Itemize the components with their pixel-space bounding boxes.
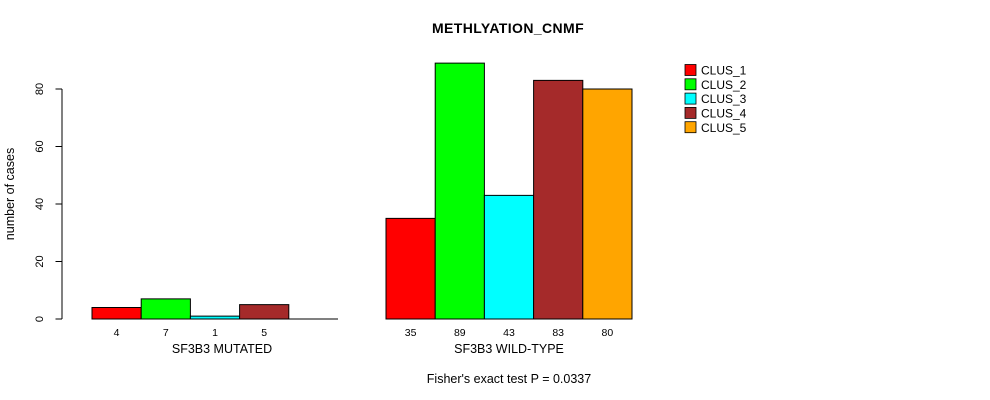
group-label: SF3B3 MUTATED	[172, 342, 272, 356]
y-axis-tick-label: 20	[34, 255, 46, 267]
bar-clus_4-group1	[239, 304, 290, 320]
legend-label: CLUS_1	[701, 64, 747, 78]
bar-value-label: 80	[602, 327, 614, 339]
bar-value-label: 83	[552, 327, 564, 339]
bar-clus_1-group2	[385, 217, 436, 320]
bar-value-label: 1	[212, 327, 218, 339]
legend-label: CLUS_3	[701, 92, 747, 106]
legend-swatch	[684, 64, 697, 76]
y-axis-tick-label: 0	[34, 316, 46, 322]
legend-item-clus_1: CLUS_1	[684, 64, 747, 78]
bar-clus_1-group1	[91, 307, 142, 320]
bar-clus_5-group2	[582, 88, 633, 320]
legend-item-clus_2: CLUS_2	[684, 78, 747, 92]
bar-value-label: 4	[114, 327, 120, 339]
chart-title: METHLYATION_CNMF	[432, 20, 584, 36]
fisher-test-annotation: Fisher's exact test P = 0.0337	[427, 372, 591, 386]
bar-value-labels: 4 7 1 5 35 89 43 83 80	[114, 327, 614, 339]
bar-clus_3-group2	[483, 194, 535, 320]
legend-item-clus_4: CLUS_4	[684, 106, 747, 120]
bars	[91, 62, 633, 320]
legend-swatch	[684, 78, 697, 91]
legend-label: CLUS_2	[701, 78, 747, 92]
bar-clus_4-group2	[533, 79, 584, 320]
bar-value-label: 5	[261, 327, 267, 339]
legend-item-clus_3: CLUS_3	[684, 92, 747, 106]
y-axis-tick-label: 40	[34, 198, 46, 210]
y-axis-label: number of cases	[3, 148, 17, 240]
bar-clus_2-group1	[140, 298, 191, 320]
legend-item-clus_5: CLUS_5	[684, 121, 747, 135]
bar-value-label: 43	[503, 327, 515, 339]
y-axis-tick-label: 80	[34, 83, 46, 95]
bar-value-label: 7	[163, 327, 169, 339]
bar-value-label: 89	[454, 327, 466, 339]
legend-swatch	[684, 107, 697, 119]
legend-label: CLUS_4	[701, 106, 747, 120]
group-label: SF3B3 WILD-TYPE	[454, 342, 564, 356]
legend-label: CLUS_5	[701, 121, 747, 135]
y-axis: 0 20 40 60 80	[34, 83, 63, 322]
bar-clus_2-group2	[434, 62, 485, 320]
bar-value-label: 35	[405, 327, 417, 339]
y-axis-tick-label: 60	[34, 140, 46, 152]
legend-swatch	[684, 92, 697, 105]
legend-swatch	[684, 121, 697, 134]
x-axis-group-labels: SF3B3 MUTATED SF3B3 WILD-TYPE	[172, 342, 564, 356]
bar-clus_3-group1	[189, 315, 241, 320]
